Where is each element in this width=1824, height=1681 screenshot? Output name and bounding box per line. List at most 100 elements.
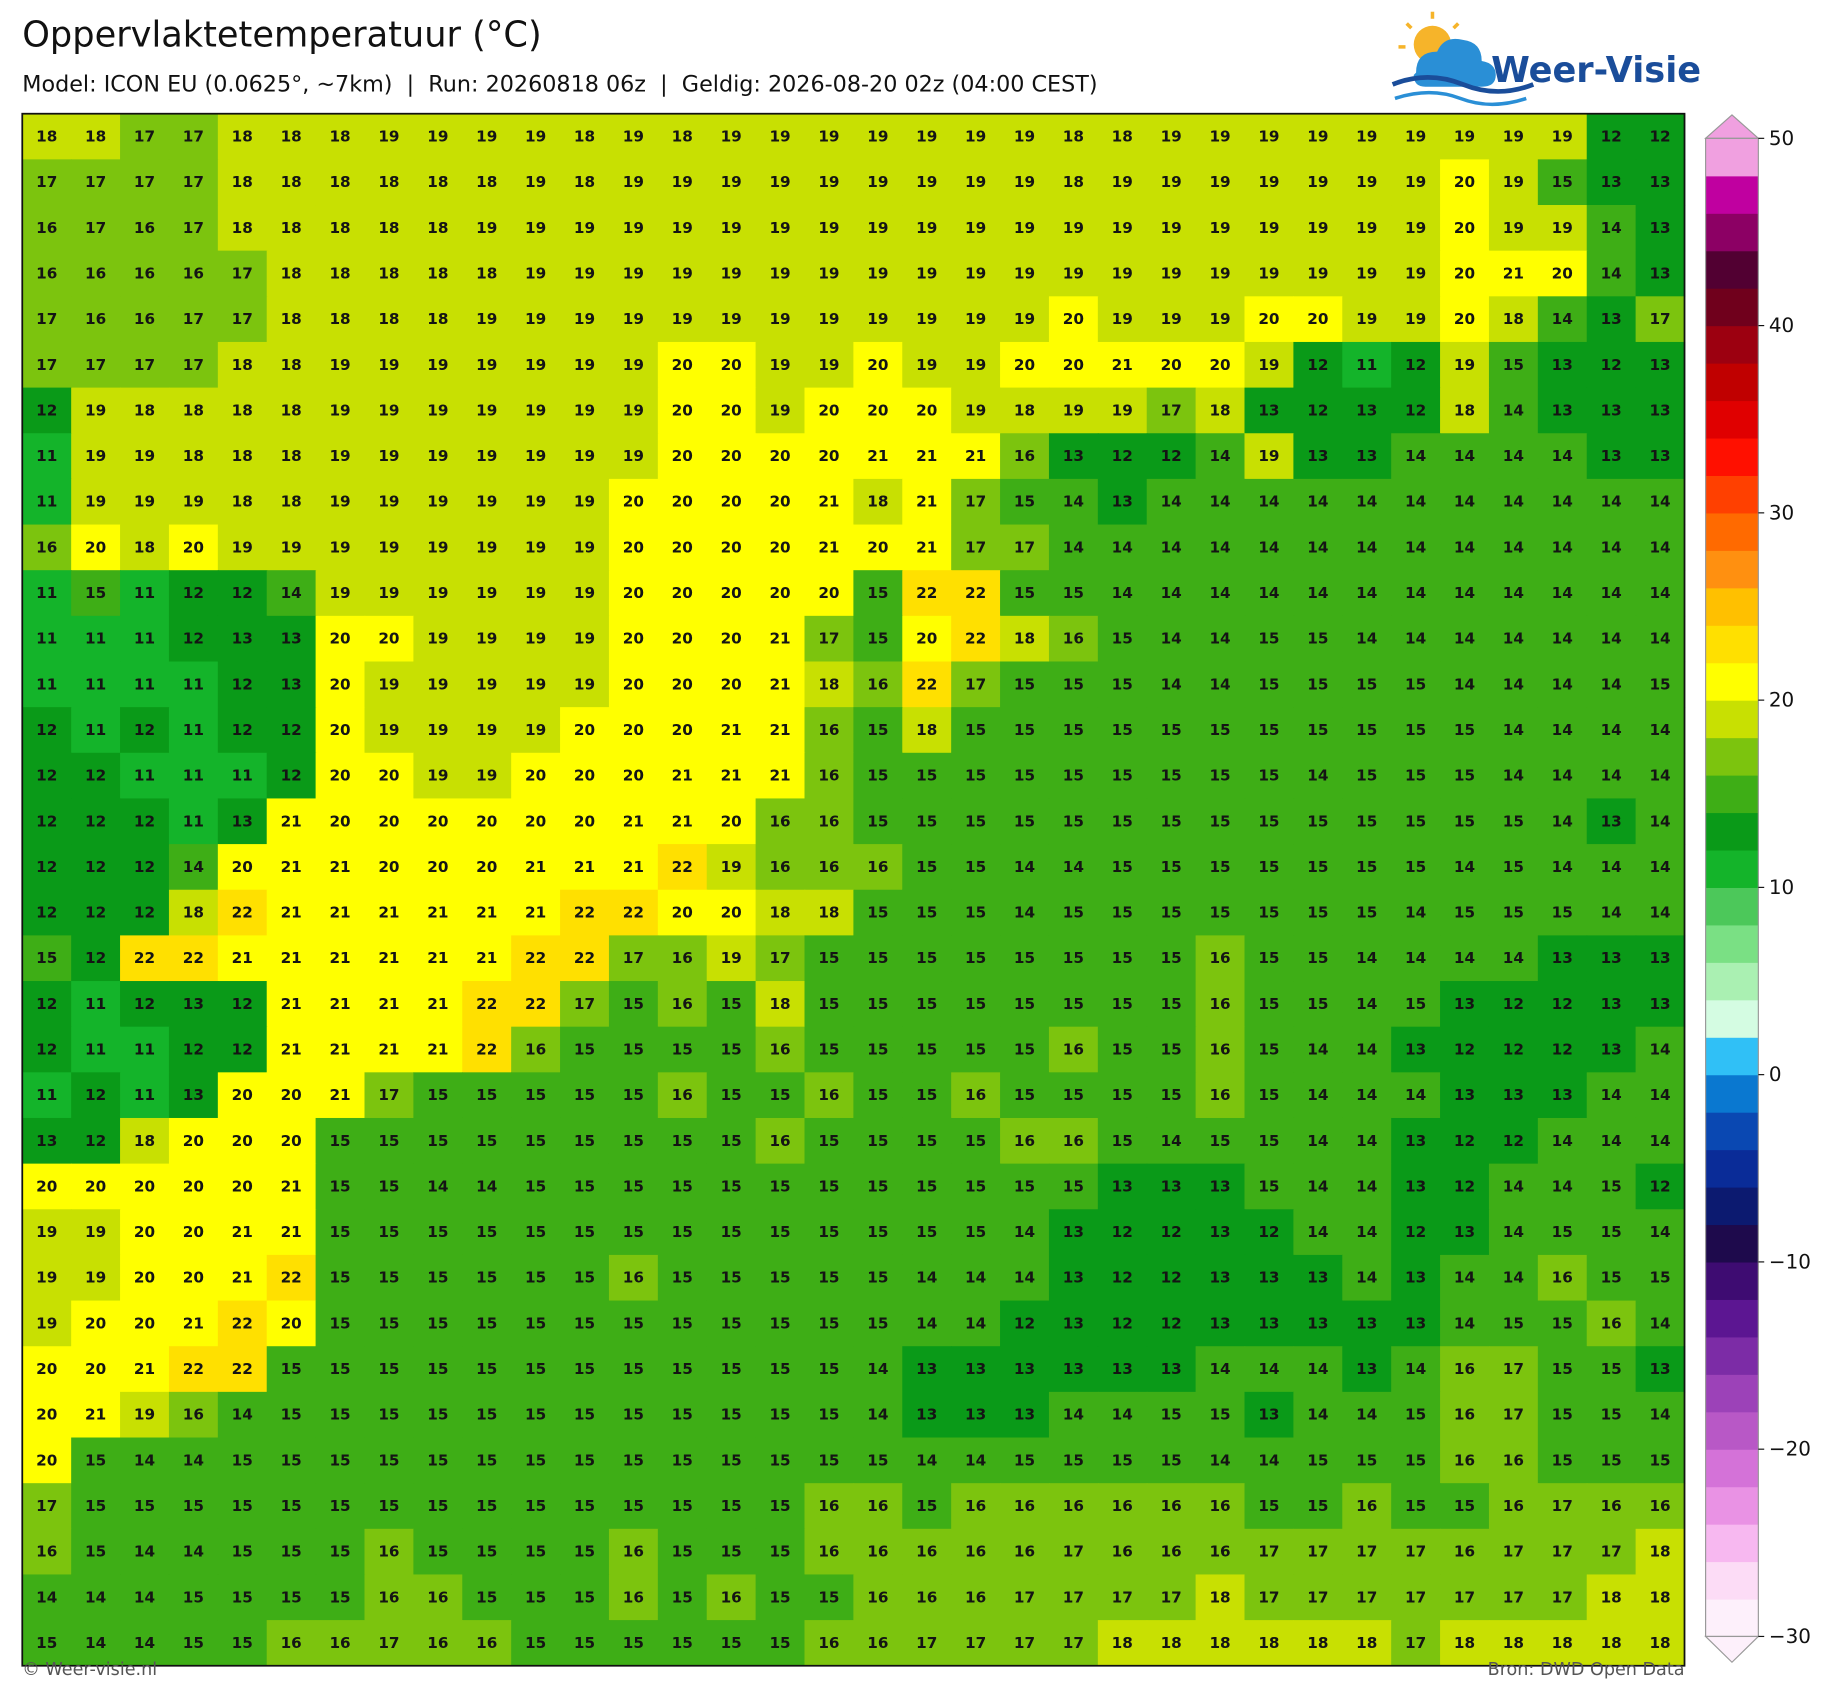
temperature-cell xyxy=(462,1437,512,1484)
temperature-cell xyxy=(902,1254,952,1302)
temperature-value: 21 xyxy=(769,675,790,693)
temperature-value: 19 xyxy=(476,356,497,374)
temperature-cell xyxy=(1000,798,1050,845)
temperature-cell xyxy=(217,935,268,982)
temperature-cell xyxy=(951,1117,1001,1165)
temperature-cell xyxy=(315,1026,366,1074)
temperature-value: 14 xyxy=(1307,1086,1328,1104)
temperature-cell xyxy=(1440,1254,1490,1302)
temperature-value: 14 xyxy=(1649,1086,1670,1104)
temperature-cell xyxy=(1537,752,1588,800)
temperature-value: 14 xyxy=(1649,630,1670,648)
temperature-value: 14 xyxy=(1601,264,1622,282)
temperature-value: 13 xyxy=(281,675,302,693)
temperature-cell xyxy=(120,1254,170,1302)
temperature-cell xyxy=(853,250,903,298)
temperature-cell xyxy=(1391,844,1441,891)
temperature-cell xyxy=(657,981,708,1028)
temperature-value: 13 xyxy=(1552,401,1573,419)
temperature-cell xyxy=(1146,1528,1197,1576)
temperature-cell xyxy=(1244,205,1295,252)
temperature-value: 16 xyxy=(965,1497,986,1515)
temperature-cell xyxy=(22,935,72,982)
temperature-cell xyxy=(266,935,317,982)
temperature-value: 16 xyxy=(183,1406,204,1424)
temperature-value: 17 xyxy=(1649,310,1670,328)
temperature-value: 14 xyxy=(1503,447,1524,465)
temperature-value: 19 xyxy=(85,1223,106,1241)
temperature-value: 21 xyxy=(427,904,448,922)
temperature-cell xyxy=(71,1117,121,1165)
temperature-value: 21 xyxy=(378,995,399,1013)
temperature-value: 15 xyxy=(378,1132,399,1150)
temperature-cell xyxy=(755,478,806,526)
temperature-cell xyxy=(755,844,806,891)
temperature-value: 15 xyxy=(1014,812,1035,830)
temperature-cell xyxy=(266,570,317,617)
temperature-cell xyxy=(608,1620,659,1667)
temperature-value: 19 xyxy=(525,493,546,511)
temperature-value: 15 xyxy=(965,1177,986,1195)
temperature-value: 20 xyxy=(623,584,644,602)
temperature-value: 20 xyxy=(476,812,497,830)
temperature-value: 19 xyxy=(867,219,888,237)
temperature-value: 13 xyxy=(1063,1223,1084,1241)
temperature-cell xyxy=(1195,1163,1246,1210)
temperature-value: 15 xyxy=(378,1406,399,1424)
temperature-cell xyxy=(1097,570,1148,617)
temperature-cell xyxy=(706,478,757,526)
temperature-cell xyxy=(1391,524,1441,571)
temperature-value: 14 xyxy=(1552,767,1573,785)
temperature-cell xyxy=(364,1300,415,1347)
temperature-cell xyxy=(1097,1072,1148,1119)
temperature-value: 19 xyxy=(134,493,155,511)
temperature-value: 13 xyxy=(1258,401,1279,419)
temperature-value: 21 xyxy=(232,949,253,967)
temperature-cell xyxy=(364,981,415,1028)
temperature-value: 19 xyxy=(378,584,399,602)
temperature-value: 19 xyxy=(36,1269,57,1287)
temperature-value: 21 xyxy=(867,447,888,465)
temperature-value: 20 xyxy=(623,630,644,648)
temperature-value: 17 xyxy=(1014,1588,1035,1606)
temperature-value: 20 xyxy=(721,356,742,374)
temperature-cell xyxy=(1586,935,1637,982)
temperature-cell xyxy=(951,159,1001,206)
temperature-value: 19 xyxy=(329,493,350,511)
temperature-cell xyxy=(804,478,855,526)
temperature-value: 15 xyxy=(721,1041,742,1059)
temperature-cell xyxy=(951,250,1001,298)
temperature-value: 13 xyxy=(1356,1314,1377,1332)
temperature-cell xyxy=(266,1072,317,1119)
temperature-cell xyxy=(657,1483,708,1530)
temperature-value: 16 xyxy=(1209,1497,1230,1515)
temperature-value: 15 xyxy=(574,1132,595,1150)
temperature-value: 16 xyxy=(1454,1406,1475,1424)
temperature-value: 15 xyxy=(1649,1269,1670,1287)
temperature-value: 19 xyxy=(427,630,448,648)
temperature-value: 18 xyxy=(867,493,888,511)
temperature-cell xyxy=(1097,1209,1148,1256)
temperature-cell xyxy=(1391,889,1441,937)
temperature-value: 15 xyxy=(867,1177,888,1195)
temperature-cell xyxy=(1440,798,1490,845)
temperature-value: 15 xyxy=(1161,1406,1182,1424)
temperature-value: 22 xyxy=(232,1360,253,1378)
temperature-cell xyxy=(706,1209,757,1256)
temperature-cell xyxy=(413,1254,463,1302)
temperature-value: 18 xyxy=(281,264,302,282)
temperature-cell xyxy=(120,570,170,617)
temperature-value: 14 xyxy=(1014,904,1035,922)
temperature-value: 13 xyxy=(1014,1406,1035,1424)
temperature-cell xyxy=(315,1072,366,1119)
temperature-cell xyxy=(608,341,659,389)
temperature-cell xyxy=(1586,661,1637,708)
temperature-value: 15 xyxy=(427,1223,448,1241)
temperature-cell xyxy=(951,615,1001,663)
temperature-cell xyxy=(1586,570,1637,617)
temperature-value: 15 xyxy=(1112,721,1133,739)
temperature-cell xyxy=(1342,981,1392,1028)
temperature-cell xyxy=(560,1117,610,1165)
temperature-value: 16 xyxy=(769,812,790,830)
temperature-value: 13 xyxy=(1161,1360,1182,1378)
